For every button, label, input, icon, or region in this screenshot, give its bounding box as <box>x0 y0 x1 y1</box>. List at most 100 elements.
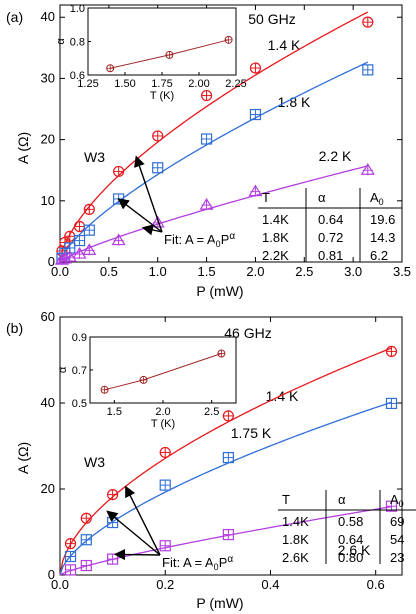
panel-a-point-1-3 <box>73 234 86 247</box>
panel-b-point-1-4 <box>222 452 234 464</box>
panel-b-point-2-1 <box>80 559 92 572</box>
panel-a-inset-point-0 <box>106 64 115 73</box>
panel-a-fit-label-main: Fit: A = A <box>164 232 216 247</box>
panel-b-fit-label-main: Fit: A = A <box>162 555 214 570</box>
panel-b-table-cell-0-2: 69 <box>390 514 404 529</box>
panel-b-fit-label-sub: 0 <box>214 562 219 572</box>
panel-a-table-header-0: T <box>262 190 270 205</box>
panel-a-table-header-sub: 0 <box>379 197 384 207</box>
panel-a-series-label-1-4k: 1.4 K <box>268 37 301 53</box>
panel-b-inset-point-0 <box>100 385 109 394</box>
panel-a-point-2-5 <box>111 233 126 246</box>
panel-a-inset: 1.25 1.50 1.75 2.00 2.25 0.6 0.8 1.0 T (K) α <box>55 3 247 102</box>
panel-a-point-0-4 <box>83 203 95 215</box>
panel-a-xtick-label-1: 0.5 <box>100 264 118 279</box>
panel-a-table-cell-1-2: 14.3 <box>370 230 395 245</box>
panel-b-point-0-5 <box>385 345 398 357</box>
panel-a-fit-arrow-0 <box>134 155 163 233</box>
panel-b-fit-arrow-0 <box>125 485 161 556</box>
panel-a-fit-label-sub: 0 <box>216 239 221 249</box>
panel-a-inset-xtick-label-1: 1.50 <box>114 78 135 90</box>
panel-b-table-cell-2-2: 23 <box>390 550 404 565</box>
panel-b-point-2-0 <box>64 564 77 576</box>
panel-a-point-2-9 <box>360 163 375 176</box>
panel-b-point-2-4 <box>222 528 234 541</box>
panel-a-point-2-2 <box>62 249 77 263</box>
panel-a-inset-ytick-label-1: 0.8 <box>70 37 85 49</box>
panel-b-point-0-1 <box>80 512 92 524</box>
panel-b-ytick-label-1: 20 <box>41 481 55 496</box>
panel-b-sample-label: W3 <box>84 454 105 470</box>
panel-a-ytick-label-2: 20 <box>41 132 55 147</box>
panel-a-fit-annotation: Fit: A = A0Pα <box>117 155 237 251</box>
panel-a-point-2-4 <box>82 243 97 256</box>
panel-a-point-1-9 <box>362 64 374 76</box>
panel-b-inset-ytick-label-0: 0.5 <box>72 398 87 410</box>
panel-a-table-cell-2-2: 6.2 <box>370 248 388 263</box>
panel-b-plot: 0.0 0.2 0.4 0.6 0 20 40 60 <box>41 309 403 592</box>
panel-b-table-cell-2-1: 0.80 <box>338 550 363 565</box>
panel-b-point-2-2 <box>107 553 119 565</box>
panel-a-fit-label-sup: α <box>229 231 235 242</box>
panel-b-inset-xtick-label-2: 2.5 <box>204 406 219 418</box>
panel-a-point-1-7 <box>200 133 213 145</box>
panel-b-point-1-5 <box>385 397 398 410</box>
panel-a-table-header-1: α <box>318 190 326 205</box>
panel-a-sample-label: W3 <box>84 149 105 165</box>
panel-a-series-label-2-2k: 2.2 K <box>319 148 352 164</box>
panel-b-ytick-label-2: 40 <box>41 395 55 410</box>
panel-b-inset-frame <box>89 336 237 404</box>
panel-a-fit-curve-2 <box>59 165 368 263</box>
panel-b-point-0-0 <box>64 538 77 550</box>
panel-a-xtick-label-5: 2.5 <box>295 264 313 279</box>
panel-a-point-0-2 <box>64 230 76 242</box>
panel-a-fit-curve-0 <box>59 11 369 263</box>
panel-a-inset-xtick-label-2: 1.75 <box>151 78 172 90</box>
panel-a-table-header-2: A0 <box>370 190 384 207</box>
panel-a-xtick-label-3: 1.5 <box>198 264 216 279</box>
panel-a-series-label-1-8k: 1.8 K <box>278 94 311 110</box>
panel-b: (b) A (Ω) P (mW) 46 GHz W3 1.4 K 1.75 K … <box>6 309 416 611</box>
panel-a-table-cell-2-1: 0.81 <box>318 248 343 263</box>
panel-a-point-2-7 <box>199 197 214 211</box>
panel-b-table-cell-0-1: 0.58 <box>338 514 363 529</box>
panel-b-inset: 1.5 2.0 2.5 0.5 0.7 0.9 T (K) α <box>57 332 237 430</box>
panel-b-fit-label-sup: α <box>227 554 233 565</box>
panel-b-label: (b) <box>6 320 23 336</box>
panel-a-label: (a) <box>6 9 23 25</box>
panel-b-series-label-1-4k: 1.4 K <box>266 388 299 404</box>
panel-a-point-1-4 <box>83 224 95 236</box>
panel-a-ytick-label-0: 0 <box>48 254 55 269</box>
panel-b-point-0-2 <box>107 488 119 501</box>
panel-a-inset-ytick-label-0: 0.6 <box>70 70 85 82</box>
panel-b-y-axis-label: A (Ω) <box>15 442 31 474</box>
panel-b-fit-arrow-1 <box>106 510 161 556</box>
panel-a-inset-xtick-label-4: 2.25 <box>225 78 246 90</box>
panel-b-inset-point-1 <box>139 375 148 384</box>
panel-b-inset-x-axis-label: T (K) <box>151 418 175 430</box>
panel-a-table-cell-0-2: 19.6 <box>370 212 395 227</box>
panel-a-fit-label-p: P <box>221 232 230 247</box>
panel-b-xtick-label-3: 0.6 <box>367 577 385 592</box>
panel-a-xtick-label-2: 1.0 <box>149 264 167 279</box>
panel-b-point-1-0 <box>64 550 77 563</box>
panel-b-table-cell-0-0: 1.4K <box>282 514 309 529</box>
panel-a: (a) A (Ω) P (mW) 50 GHz W3 1.4 K 1.8 K 2… <box>6 3 411 299</box>
panel-a-y-axis-label: A (Ω) <box>15 132 31 164</box>
panel-b-point-1-3 <box>159 479 171 491</box>
panel-b-inset-y-axis-label: α <box>57 366 69 373</box>
panel-b-frame <box>59 316 403 576</box>
panel-b-fit-annotation: Fit: A = A0Pα <box>106 485 235 574</box>
panel-b-table-cell-2-0: 2.6K <box>282 550 309 565</box>
panel-a-inset-point-2 <box>224 35 233 44</box>
panel-a-ytick-label-1: 10 <box>41 193 55 208</box>
panel-b-ytick-label-0: 0 <box>48 567 55 582</box>
panel-b-point-2-3 <box>159 540 171 552</box>
panel-a-point-0-3 <box>73 220 86 233</box>
panel-a-table-cell-0-0: 1.4K <box>262 212 289 227</box>
panel-b-fit-arrow-2 <box>113 548 161 561</box>
panel-a-xtick-label-4: 2.0 <box>246 264 264 279</box>
